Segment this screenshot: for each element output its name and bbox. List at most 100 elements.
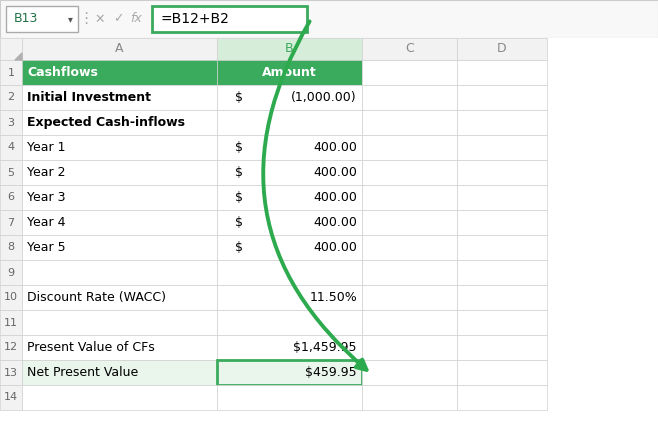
Text: 400.00: 400.00 xyxy=(313,241,357,254)
Bar xyxy=(362,185,457,210)
Bar xyxy=(362,235,457,260)
Bar xyxy=(22,235,217,260)
Text: 6: 6 xyxy=(7,193,14,203)
Text: 8: 8 xyxy=(7,242,14,252)
Text: 13: 13 xyxy=(4,368,18,378)
Text: $1,459.95: $1,459.95 xyxy=(293,341,357,354)
Bar xyxy=(0,38,22,60)
Bar xyxy=(0,135,22,160)
Text: C: C xyxy=(405,42,414,55)
Text: $: $ xyxy=(235,241,243,254)
Bar xyxy=(457,235,547,260)
Bar xyxy=(457,335,547,360)
Text: $: $ xyxy=(235,91,243,104)
Bar xyxy=(0,160,22,185)
Text: B: B xyxy=(285,42,294,55)
Bar xyxy=(22,60,217,85)
Bar xyxy=(0,185,22,210)
Text: $: $ xyxy=(235,141,243,154)
Text: 400.00: 400.00 xyxy=(313,166,357,179)
Bar xyxy=(22,285,217,310)
Bar xyxy=(362,210,457,235)
Bar xyxy=(362,335,457,360)
Text: Year 4: Year 4 xyxy=(27,216,66,229)
Text: 10: 10 xyxy=(4,292,18,302)
Text: fx: fx xyxy=(130,13,142,25)
Bar xyxy=(22,185,217,210)
Bar xyxy=(22,38,217,60)
Text: $: $ xyxy=(235,216,243,229)
Bar xyxy=(0,210,22,235)
Bar xyxy=(457,160,547,185)
Bar xyxy=(22,260,217,285)
Text: 400.00: 400.00 xyxy=(313,141,357,154)
Bar xyxy=(362,110,457,135)
Bar xyxy=(0,285,22,310)
Text: Cashflows: Cashflows xyxy=(27,66,98,79)
Bar xyxy=(457,210,547,235)
Bar xyxy=(22,110,217,135)
Bar xyxy=(22,160,217,185)
Text: $: $ xyxy=(235,166,243,179)
Text: Net Present Value: Net Present Value xyxy=(27,366,138,379)
Text: Year 3: Year 3 xyxy=(27,191,66,204)
Bar xyxy=(547,38,658,432)
Text: ✕: ✕ xyxy=(95,13,105,25)
Bar xyxy=(22,360,217,385)
Bar xyxy=(457,385,547,410)
Bar xyxy=(0,360,22,385)
Text: =B12+B2: =B12+B2 xyxy=(160,12,229,26)
Bar xyxy=(457,260,547,285)
Bar xyxy=(457,360,547,385)
Text: $459.95: $459.95 xyxy=(305,366,357,379)
Text: Year 5: Year 5 xyxy=(27,241,66,254)
Bar xyxy=(0,235,22,260)
Text: 400.00: 400.00 xyxy=(313,191,357,204)
Text: 7: 7 xyxy=(7,217,14,228)
Text: Year 1: Year 1 xyxy=(27,141,66,154)
Text: Expected Cash-inflows: Expected Cash-inflows xyxy=(27,116,185,129)
Bar xyxy=(217,135,362,160)
Bar xyxy=(22,210,217,235)
Bar xyxy=(0,38,658,60)
Bar xyxy=(362,385,457,410)
Bar xyxy=(362,135,457,160)
Text: Initial Investment: Initial Investment xyxy=(27,91,151,104)
Bar xyxy=(457,85,547,110)
Bar xyxy=(457,60,547,85)
Text: 11.50%: 11.50% xyxy=(309,291,357,304)
Bar xyxy=(362,285,457,310)
Text: B13: B13 xyxy=(14,13,38,25)
Bar xyxy=(362,38,457,60)
Text: D: D xyxy=(497,42,507,55)
Bar xyxy=(457,185,547,210)
Bar xyxy=(217,360,362,385)
Bar xyxy=(457,110,547,135)
Bar xyxy=(0,335,22,360)
Bar xyxy=(217,235,362,260)
Bar xyxy=(457,310,547,335)
Text: $: $ xyxy=(235,191,243,204)
Bar xyxy=(362,310,457,335)
Bar xyxy=(0,0,658,38)
Bar xyxy=(217,60,362,85)
Bar xyxy=(217,310,362,335)
Bar xyxy=(362,260,457,285)
Bar xyxy=(217,285,362,310)
Text: ✓: ✓ xyxy=(113,13,123,25)
Text: Year 2: Year 2 xyxy=(27,166,66,179)
Text: 400.00: 400.00 xyxy=(313,216,357,229)
Text: 11: 11 xyxy=(4,318,18,327)
Bar xyxy=(22,135,217,160)
Bar xyxy=(217,110,362,135)
Bar xyxy=(457,285,547,310)
Text: 3: 3 xyxy=(7,118,14,127)
Bar xyxy=(217,185,362,210)
Bar xyxy=(457,135,547,160)
Bar xyxy=(362,85,457,110)
Text: 14: 14 xyxy=(4,393,18,403)
Text: ▾: ▾ xyxy=(68,14,72,24)
Bar xyxy=(0,60,22,85)
Text: 5: 5 xyxy=(7,168,14,178)
Bar xyxy=(362,160,457,185)
